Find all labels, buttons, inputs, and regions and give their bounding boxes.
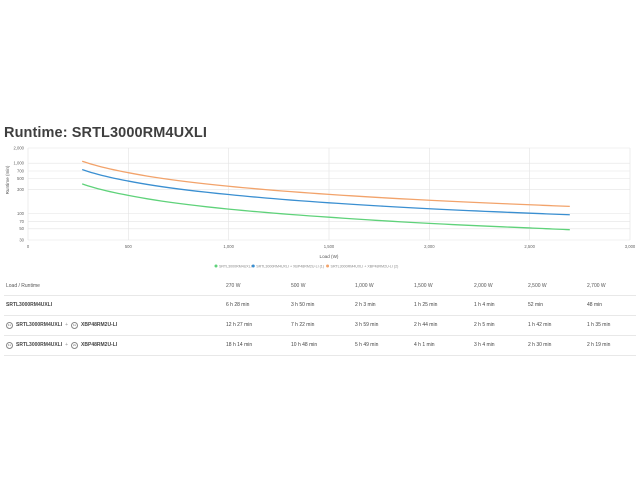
table-row: SRTL3000RM4UXLI 6 h 28 min 3 h 50 min 2 h 3… [4, 296, 636, 316]
legend-label-1: SRTL3000RM4UXLI [219, 264, 252, 268]
runtime-table: Load / Runtime 270 W 500 W 1,000 W 1,500 W 2… [4, 278, 636, 356]
y-tick-labels: 2,000 1,000 700 500 300 100 70 50 30 [14, 145, 25, 242]
y-axis-label: Runtime (min) [5, 165, 10, 194]
row-config-name: SRTL3000RM4UXLI [6, 296, 52, 315]
series-lines [81, 160, 570, 231]
legend-marker-2 [251, 264, 255, 268]
device-icon: 1x [71, 322, 79, 329]
x-axis-label: Load (W) [320, 254, 339, 259]
table-cell: 1 h 25 min [414, 302, 438, 308]
table-cell: 4 h 1 min [414, 342, 435, 348]
table-cell: 10 h 48 min [291, 342, 318, 348]
table-header-col: 500 W [291, 283, 306, 289]
y-tick-label: 500 [17, 176, 25, 181]
legend-label-3: SRTL3000RM4UXLI + XBP48RM2U-LI (2) [331, 264, 399, 268]
device-model-label: XBP48RM2U-LI [81, 322, 118, 328]
device-icon: 1x [6, 342, 13, 349]
y-tick-label: 30 [19, 237, 24, 242]
table-header-col: 2,500 W [528, 283, 547, 289]
runtime-chart: 2,000 1,000 700 500 300 100 70 50 30 0 500 1,000 1,… [5, 145, 636, 268]
plus-separator: + [65, 322, 69, 328]
x-tick-labels: 0 500 1,000 1,500 2,000 2,500 3,000 [27, 244, 636, 249]
series-line-1 [81, 183, 570, 231]
y-tick-label: 700 [17, 168, 25, 173]
row-config-name: 1x SRTL3000RM4UXLI +1x XBP48RM2U-LI [6, 316, 117, 335]
device-model-label: SRTL3000RM4UXLI [16, 322, 63, 328]
table-row: 1x SRTL3000RM4UXLI +1x XBP48RM2U-LI 12 h 27 … [4, 316, 636, 336]
plus-separator: + [65, 342, 69, 348]
table-header-row: Load / Runtime 270 W 500 W 1,000 W 1,500 W 2… [4, 278, 636, 296]
x-tick-label: 3,000 [625, 244, 636, 249]
y-tick-label: 50 [19, 226, 24, 231]
y-tick-label: 300 [17, 187, 25, 192]
table-cell: 1 h 4 min [474, 302, 495, 308]
page-title: Runtime: SRTL3000RM4UXLI [4, 125, 208, 141]
table-cell: 18 h 14 min [226, 342, 253, 348]
table-cell: 12 h 27 min [226, 322, 253, 328]
chart-legend: SRTL3000RM4UXLI SRTL3000RM4UXLI + XBP48RM… [214, 264, 399, 268]
chart-grid [27, 147, 631, 241]
table-cell: 3 h 50 min [291, 302, 315, 308]
table-header-label: Load / Runtime [6, 283, 40, 289]
y-tick-label: 100 [17, 211, 25, 216]
x-tick-label: 1,500 [324, 244, 335, 249]
table-header-col: 2,000 W [474, 283, 493, 289]
table-cell: 7 h 22 min [291, 322, 315, 328]
table-row: 1x SRTL3000RM4UXLI +2x XBP48RM2U-LI 18 h 14 … [4, 336, 636, 356]
y-tick-label: 1,000 [14, 161, 25, 166]
x-tick-label: 2,500 [524, 244, 535, 249]
table-cell: 52 min [528, 302, 544, 308]
y-tick-label: 2,000 [14, 145, 25, 150]
device-model-label: SRTL3000RM4UXLI [6, 302, 53, 308]
x-tick-label: 1,000 [223, 244, 234, 249]
table-cell: 48 min [587, 302, 603, 308]
table-header-col: 1,500 W [414, 283, 433, 289]
legend-marker-1 [214, 264, 218, 268]
row-config-name: 1x SRTL3000RM4UXLI +2x XBP48RM2U-LI [6, 336, 117, 355]
device-icon: 1x [6, 322, 13, 329]
table-cell: 5 h 49 min [355, 342, 379, 348]
table-cell: 2 h 30 min [528, 342, 552, 348]
device-model-label: SRTL3000RM4UXLI [16, 342, 63, 348]
table-cell: 2 h 3 min [355, 302, 376, 308]
table-header-col: 270 W [226, 283, 241, 289]
legend-label-2: SRTL3000RM4UXLI + XBP48RM2U-LI (1) [256, 264, 324, 268]
table-cell: 2 h 19 min [587, 342, 611, 348]
table-cell: 1 h 42 min [528, 322, 552, 328]
table-cell: 1 h 35 min [587, 322, 611, 328]
x-tick-label: 2,000 [424, 244, 435, 249]
table-cell: 2 h 5 min [474, 322, 495, 328]
device-icon: 2x [71, 342, 79, 349]
table-cell: 6 h 28 min [226, 302, 250, 308]
x-tick-label: 500 [125, 244, 133, 249]
table-cell: 2 h 44 min [414, 322, 438, 328]
legend-marker-3 [326, 264, 330, 268]
device-model-label: XBP48RM2U-LI [81, 342, 118, 348]
x-tick-label: 0 [27, 244, 30, 249]
table-cell: 3 h 59 min [355, 322, 379, 328]
table-header-col: 2,700 W [587, 283, 606, 289]
series-line-2 [81, 168, 570, 216]
y-tick-label: 70 [19, 219, 24, 224]
series-line-3 [81, 160, 570, 208]
table-cell: 3 h 4 min [474, 342, 495, 348]
table-header-col: 1,000 W [355, 283, 374, 289]
